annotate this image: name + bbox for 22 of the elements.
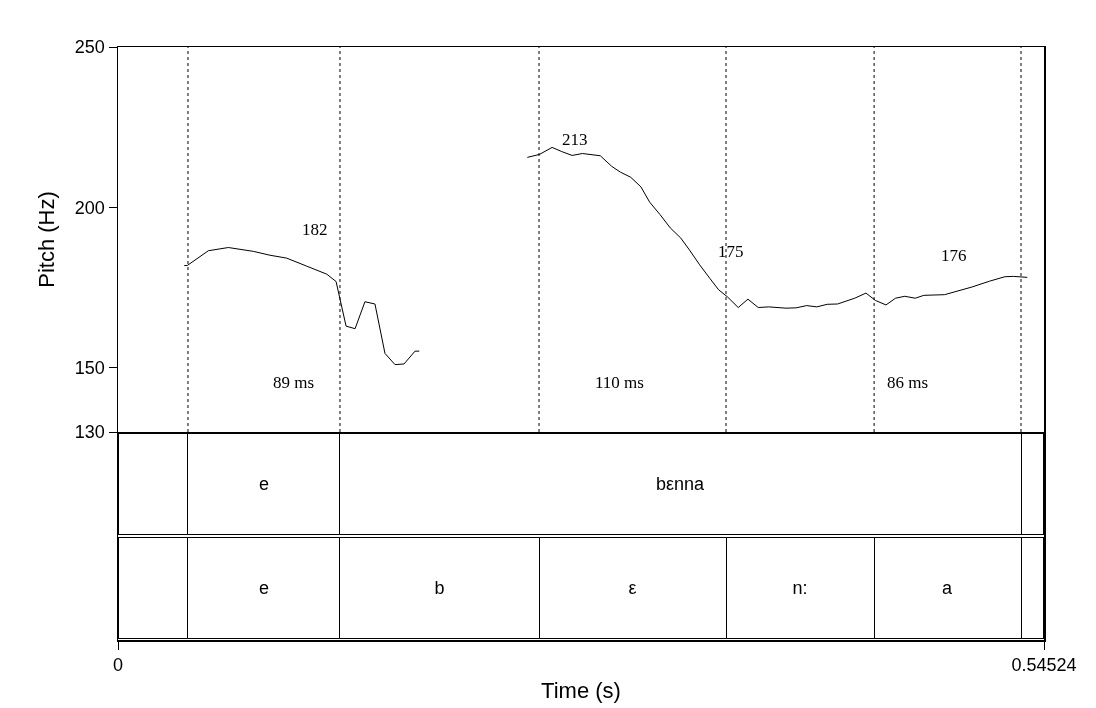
- x-tick-label: 0: [112, 655, 124, 676]
- data-label: n:: [792, 578, 808, 598]
- annotation: 110 ms: [595, 373, 644, 392]
- y-tick-label: 150: [74, 358, 105, 379]
- annotation: 89 ms: [273, 373, 315, 392]
- data-label: e: [258, 578, 269, 598]
- x-tick-label: 0.54524: [1011, 655, 1077, 676]
- annotation: 182: [302, 220, 328, 239]
- data-label: b: [434, 578, 445, 598]
- annotation: 175: [718, 242, 744, 261]
- y-tick-label: 200: [74, 197, 105, 218]
- y-axis-title: Pitch (Hz): [33, 191, 59, 288]
- annotation: 86 ms: [887, 373, 929, 392]
- annotation: 213: [562, 130, 588, 149]
- data-label: ε: [628, 578, 637, 598]
- y-tick-label: 130: [74, 422, 105, 443]
- y-tick-label: 250: [74, 37, 105, 58]
- x-axis-title: Time (s): [541, 677, 621, 703]
- data-label: bεnna: [655, 474, 706, 494]
- data-label: a: [942, 578, 954, 598]
- annotation: 176: [941, 246, 967, 265]
- data-label: e: [258, 474, 269, 494]
